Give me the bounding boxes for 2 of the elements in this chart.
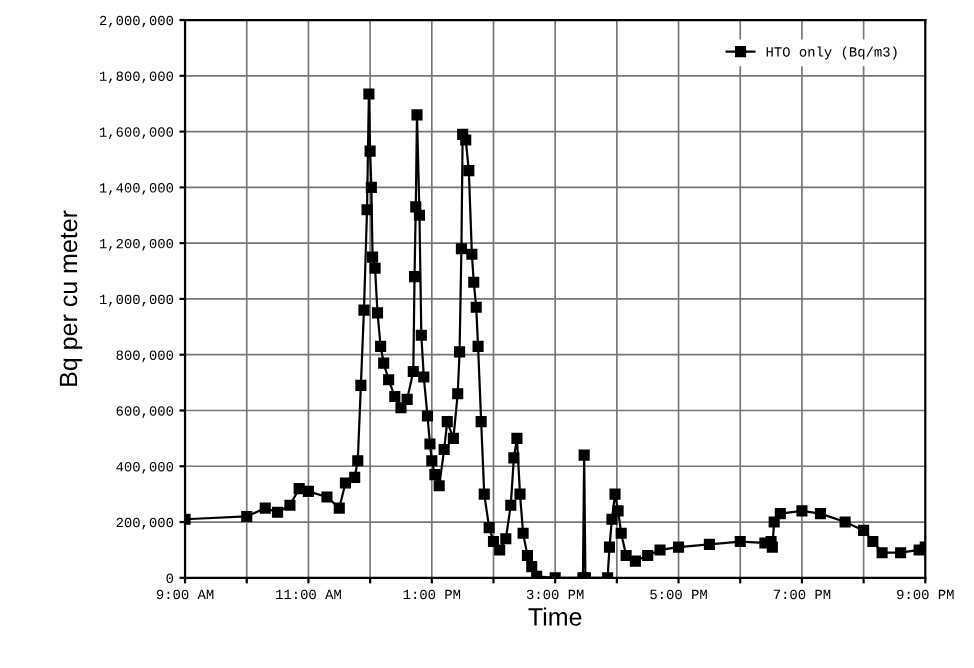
x-axis-title: Time <box>528 607 582 626</box>
y-axis-title: Bq per cu meter <box>59 210 83 386</box>
